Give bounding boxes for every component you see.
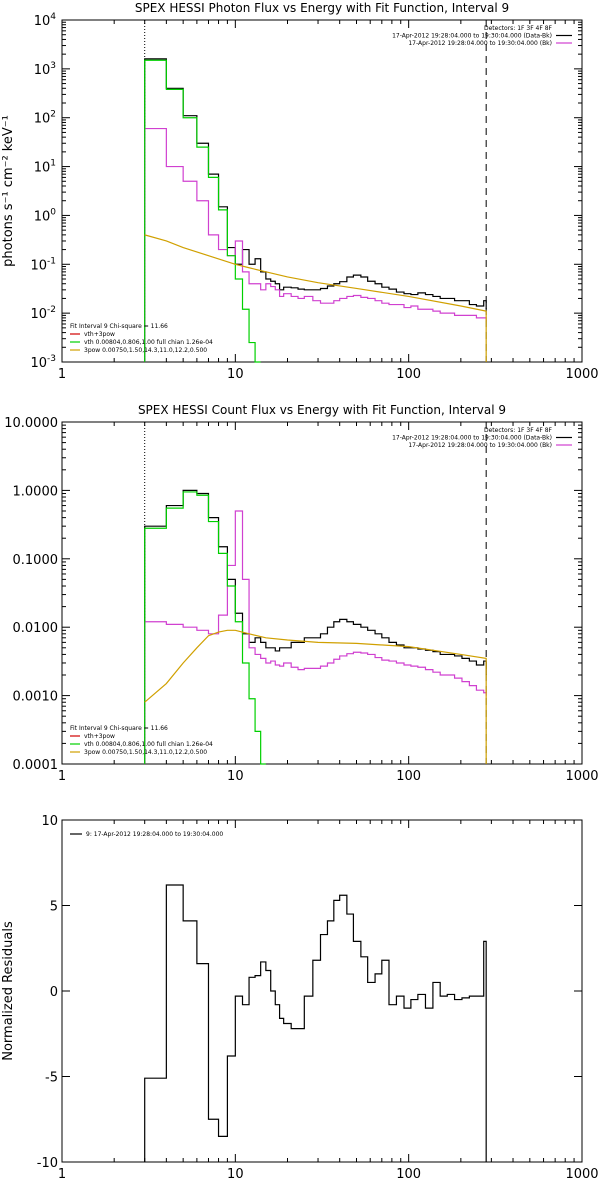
y-tick-exponent: 0: [50, 207, 56, 217]
y-tick-label: -5: [45, 1071, 58, 1086]
y-tick-base: 10: [30, 356, 47, 371]
y-tick-label: 10-3: [30, 354, 56, 371]
legend-topright-text: 17-Apr-2012 19:28:04.000 to 19:30:04.000…: [408, 40, 552, 47]
x-tick-label: 1: [58, 769, 66, 784]
y-tick-label: 100: [34, 207, 57, 224]
x-tick-label: 1000: [565, 367, 598, 382]
legend-topright-text: Detectors: 1F 3F 4F 8F: [484, 25, 553, 32]
legend-bottomleft-text: Fit Interval 9 Chi-square = 11.66: [70, 323, 168, 330]
series-line-1: [144, 127, 487, 362]
y-tick-base: 10: [34, 112, 51, 127]
y-tick-label: 104: [34, 12, 57, 29]
y-tick-exponent: -3: [47, 354, 56, 364]
y-tick-label: 10-2: [30, 305, 56, 322]
y-tick-exponent: 4: [50, 12, 56, 22]
residuals-panel: 1 10 100 1000 -10 -5 0 5 10 Normalized Residuals 9…: [1, 814, 599, 1182]
legend-bottomleft-text: 3pow 0.00750,1.50,14.3,11.0,12.2,0.500: [84, 749, 207, 756]
y-tick-label: 10: [41, 814, 58, 829]
legend-topright-text: 17-Apr-2012 19:28:04.000 to 19:30:04.000…: [408, 442, 552, 449]
series-line-3: [144, 629, 487, 764]
y-tick-label: 0.0100: [13, 621, 59, 636]
y-tick-label: -10: [37, 1156, 58, 1171]
y-tick-exponent: -2: [47, 305, 56, 315]
legend-topright-text: 17-Apr-2012 19:28:04.000 to 19:30:04.000…: [392, 435, 552, 442]
count-flux-panel: SPEX HESSI Count Flux vs Energy with Fit…: [4, 403, 598, 784]
legend-topleft-text: 9: 17-Apr-2012 19:28:04.000 to 19:30:04.…: [86, 831, 223, 838]
legend-bottomleft-text: vth+3pow: [84, 733, 115, 740]
y-axis-label: photons s⁻¹ cm⁻² keV⁻¹: [1, 115, 16, 267]
plot-frame: [61, 19, 583, 363]
x-tick-label: 1000: [565, 1167, 598, 1182]
x-tick-label: 1: [58, 367, 66, 382]
y-tick-label: 10-1: [30, 256, 56, 273]
y-tick-base: 10: [34, 14, 51, 29]
series-line-1: [144, 510, 487, 764]
legend-bottomleft-text: vth 0.00804,0.806,1.00 full chian 1.26e-…: [84, 741, 213, 748]
plot-frame: [61, 819, 583, 1163]
y-tick-exponent: -1: [47, 256, 56, 266]
legend-bottomleft-text: Fit Interval 9 Chi-square = 11.66: [70, 725, 168, 732]
y-tick-label: 0: [50, 985, 58, 1000]
x-tick-label: 10: [227, 769, 244, 784]
y-tick-label: 0.0001: [13, 758, 59, 773]
x-tick-label: 100: [396, 1167, 421, 1182]
x-tick-label: 100: [396, 769, 421, 784]
y-tick-label: 5: [50, 900, 58, 915]
y-tick-label: 0.1000: [13, 553, 59, 568]
y-tick-label: 1.0000: [13, 484, 59, 499]
y-tick-base: 10: [34, 161, 51, 176]
y-tick-label: 102: [34, 110, 56, 127]
chart-title: SPEX HESSI Count Flux vs Energy with Fit…: [138, 403, 506, 417]
y-tick-base: 10: [34, 63, 51, 78]
y-tick-base: 10: [30, 258, 47, 273]
y-tick-label: 101: [34, 159, 56, 176]
chart-title: SPEX HESSI Photon Flux vs Energy with Fi…: [135, 1, 509, 15]
series-line-2: [144, 491, 266, 765]
x-tick-label: 10: [227, 1167, 244, 1182]
y-tick-exponent: 3: [50, 61, 56, 71]
x-tick-label: 1: [58, 1167, 66, 1182]
series-line-2: [144, 59, 261, 363]
legend-bottomleft-text: vth+3pow: [84, 331, 115, 338]
y-axis-label: Normalized Residuals: [1, 921, 16, 1061]
y-tick-label: 103: [34, 61, 56, 78]
y-tick-label: 10.0000: [4, 416, 58, 431]
y-tick-exponent: 1: [50, 159, 56, 169]
x-tick-label: 1000: [565, 769, 598, 784]
legend-bottomleft-text: vth 0.00804,0.806,1.00 full chian 1.26e-…: [84, 339, 213, 346]
series-line-0: [144, 884, 487, 1162]
legend-bottomleft-text: 3pow 0.00750,1.50,14.3,11.0,12.2,0.500: [84, 347, 207, 354]
legend-topright-text: 17-Apr-2012 19:28:04.000 to 19:30:04.000…: [392, 33, 552, 40]
series-line-0: [144, 58, 487, 362]
photon-flux-panel: SPEX HESSI Photon Flux vs Energy with Fi…: [1, 1, 599, 382]
y-tick-exponent: 2: [50, 110, 56, 120]
x-tick-label: 100: [396, 367, 421, 382]
legend-topright-text: Detectors: 1F 3F 4F 8F: [484, 427, 553, 434]
y-tick-base: 10: [34, 209, 51, 224]
y-tick-base: 10: [30, 307, 47, 322]
x-tick-label: 10: [227, 367, 244, 382]
y-tick-label: 0.0010: [13, 690, 59, 705]
series-line-3: [144, 234, 487, 362]
plot-frame: [61, 421, 583, 765]
